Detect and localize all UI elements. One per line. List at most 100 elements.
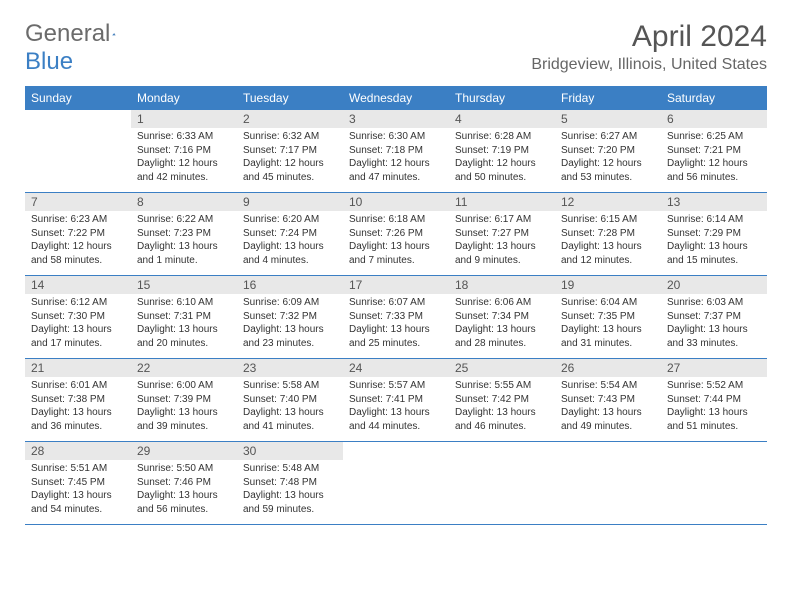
- day-content: Sunrise: 5:58 AMSunset: 7:40 PMDaylight:…: [237, 377, 343, 437]
- sunset-text: Sunset: 7:33 PM: [349, 310, 443, 324]
- sunset-text: Sunset: 7:21 PM: [667, 144, 761, 158]
- day-number: 10: [343, 193, 449, 211]
- daylight-text: and 33 minutes.: [667, 337, 761, 351]
- calendar-cell: [661, 442, 767, 525]
- day-content: Sunrise: 6:32 AMSunset: 7:17 PMDaylight:…: [237, 128, 343, 188]
- sunset-text: Sunset: 7:38 PM: [31, 393, 125, 407]
- daylight-text: and 53 minutes.: [561, 171, 655, 185]
- day-content: Sunrise: 5:50 AMSunset: 7:46 PMDaylight:…: [131, 460, 237, 520]
- title-block: April 2024 Bridgeview, Illinois, United …: [531, 20, 767, 74]
- day-content: Sunrise: 6:09 AMSunset: 7:32 PMDaylight:…: [237, 294, 343, 354]
- sunrise-text: Sunrise: 6:20 AM: [243, 213, 337, 227]
- day-number: 19: [555, 276, 661, 294]
- daylight-text: Daylight: 13 hours: [455, 323, 549, 337]
- calendar-cell: 11Sunrise: 6:17 AMSunset: 7:27 PMDayligh…: [449, 193, 555, 276]
- daylight-text: and 58 minutes.: [31, 254, 125, 268]
- calendar-table: Sunday Monday Tuesday Wednesday Thursday…: [25, 86, 767, 525]
- daylight-text: Daylight: 13 hours: [137, 406, 231, 420]
- day-content: Sunrise: 6:30 AMSunset: 7:18 PMDaylight:…: [343, 128, 449, 188]
- day-content: Sunrise: 6:07 AMSunset: 7:33 PMDaylight:…: [343, 294, 449, 354]
- calendar-cell: 10Sunrise: 6:18 AMSunset: 7:26 PMDayligh…: [343, 193, 449, 276]
- calendar-cell: 12Sunrise: 6:15 AMSunset: 7:28 PMDayligh…: [555, 193, 661, 276]
- daylight-text: and 56 minutes.: [667, 171, 761, 185]
- calendar-cell: [449, 442, 555, 525]
- day-number: 22: [131, 359, 237, 377]
- sunrise-text: Sunrise: 6:09 AM: [243, 296, 337, 310]
- calendar-row: 14Sunrise: 6:12 AMSunset: 7:30 PMDayligh…: [25, 276, 767, 359]
- day-content: Sunrise: 5:52 AMSunset: 7:44 PMDaylight:…: [661, 377, 767, 437]
- day-number: 12: [555, 193, 661, 211]
- daylight-text: Daylight: 12 hours: [349, 157, 443, 171]
- sunrise-text: Sunrise: 6:00 AM: [137, 379, 231, 393]
- weekday-header: Sunday: [25, 86, 131, 110]
- sunrise-text: Sunrise: 5:57 AM: [349, 379, 443, 393]
- day-content: Sunrise: 6:17 AMSunset: 7:27 PMDaylight:…: [449, 211, 555, 271]
- daylight-text: and 51 minutes.: [667, 420, 761, 434]
- daylight-text: and 45 minutes.: [243, 171, 337, 185]
- daylight-text: Daylight: 12 hours: [137, 157, 231, 171]
- weekday-header: Monday: [131, 86, 237, 110]
- daylight-text: and 28 minutes.: [455, 337, 549, 351]
- daylight-text: and 25 minutes.: [349, 337, 443, 351]
- sunset-text: Sunset: 7:45 PM: [31, 476, 125, 490]
- day-number: 30: [237, 442, 343, 460]
- weekday-header: Friday: [555, 86, 661, 110]
- sunrise-text: Sunrise: 6:32 AM: [243, 130, 337, 144]
- daylight-text: Daylight: 12 hours: [455, 157, 549, 171]
- calendar-cell: 6Sunrise: 6:25 AMSunset: 7:21 PMDaylight…: [661, 110, 767, 193]
- sunrise-text: Sunrise: 6:07 AM: [349, 296, 443, 310]
- day-content: Sunrise: 6:01 AMSunset: 7:38 PMDaylight:…: [25, 377, 131, 437]
- sunrise-text: Sunrise: 6:12 AM: [31, 296, 125, 310]
- calendar-cell: 21Sunrise: 6:01 AMSunset: 7:38 PMDayligh…: [25, 359, 131, 442]
- daylight-text: and 9 minutes.: [455, 254, 549, 268]
- sunset-text: Sunset: 7:43 PM: [561, 393, 655, 407]
- day-content: Sunrise: 6:28 AMSunset: 7:19 PMDaylight:…: [449, 128, 555, 188]
- day-content: Sunrise: 5:51 AMSunset: 7:45 PMDaylight:…: [25, 460, 131, 520]
- day-content: Sunrise: 6:06 AMSunset: 7:34 PMDaylight:…: [449, 294, 555, 354]
- day-number: 28: [25, 442, 131, 460]
- day-number: 13: [661, 193, 767, 211]
- sunrise-text: Sunrise: 6:33 AM: [137, 130, 231, 144]
- calendar-cell: 15Sunrise: 6:10 AMSunset: 7:31 PMDayligh…: [131, 276, 237, 359]
- sunrise-text: Sunrise: 5:51 AM: [31, 462, 125, 476]
- weekday-header: Saturday: [661, 86, 767, 110]
- sunrise-text: Sunrise: 6:18 AM: [349, 213, 443, 227]
- daylight-text: Daylight: 12 hours: [667, 157, 761, 171]
- day-number: 24: [343, 359, 449, 377]
- day-number: 18: [449, 276, 555, 294]
- sunrise-text: Sunrise: 6:15 AM: [561, 213, 655, 227]
- daylight-text: and 17 minutes.: [31, 337, 125, 351]
- weekday-header-row: Sunday Monday Tuesday Wednesday Thursday…: [25, 86, 767, 110]
- daylight-text: and 50 minutes.: [455, 171, 549, 185]
- sunset-text: Sunset: 7:23 PM: [137, 227, 231, 241]
- sunset-text: Sunset: 7:30 PM: [31, 310, 125, 324]
- day-content: Sunrise: 6:10 AMSunset: 7:31 PMDaylight:…: [131, 294, 237, 354]
- day-number: 17: [343, 276, 449, 294]
- daylight-text: and 54 minutes.: [31, 503, 125, 517]
- daylight-text: and 41 minutes.: [243, 420, 337, 434]
- calendar-cell: 17Sunrise: 6:07 AMSunset: 7:33 PMDayligh…: [343, 276, 449, 359]
- logo: General: [25, 20, 134, 48]
- day-number: 4: [449, 110, 555, 128]
- sunrise-text: Sunrise: 6:17 AM: [455, 213, 549, 227]
- sunrise-text: Sunrise: 6:25 AM: [667, 130, 761, 144]
- calendar-cell: 3Sunrise: 6:30 AMSunset: 7:18 PMDaylight…: [343, 110, 449, 193]
- day-number: 9: [237, 193, 343, 211]
- daylight-text: Daylight: 12 hours: [31, 240, 125, 254]
- day-number: 23: [237, 359, 343, 377]
- sunrise-text: Sunrise: 6:27 AM: [561, 130, 655, 144]
- calendar-cell: 28Sunrise: 5:51 AMSunset: 7:45 PMDayligh…: [25, 442, 131, 525]
- daylight-text: and 7 minutes.: [349, 254, 443, 268]
- calendar-cell: 1Sunrise: 6:33 AMSunset: 7:16 PMDaylight…: [131, 110, 237, 193]
- logo-sail-icon: [112, 25, 116, 43]
- sunrise-text: Sunrise: 6:10 AM: [137, 296, 231, 310]
- calendar-row: 28Sunrise: 5:51 AMSunset: 7:45 PMDayligh…: [25, 442, 767, 525]
- day-content: Sunrise: 6:18 AMSunset: 7:26 PMDaylight:…: [343, 211, 449, 271]
- day-content: Sunrise: 6:04 AMSunset: 7:35 PMDaylight:…: [555, 294, 661, 354]
- daylight-text: Daylight: 13 hours: [349, 406, 443, 420]
- calendar-cell: 2Sunrise: 6:32 AMSunset: 7:17 PMDaylight…: [237, 110, 343, 193]
- day-content: Sunrise: 6:25 AMSunset: 7:21 PMDaylight:…: [661, 128, 767, 188]
- calendar-cell: [555, 442, 661, 525]
- sunset-text: Sunset: 7:31 PM: [137, 310, 231, 324]
- sunrise-text: Sunrise: 6:06 AM: [455, 296, 549, 310]
